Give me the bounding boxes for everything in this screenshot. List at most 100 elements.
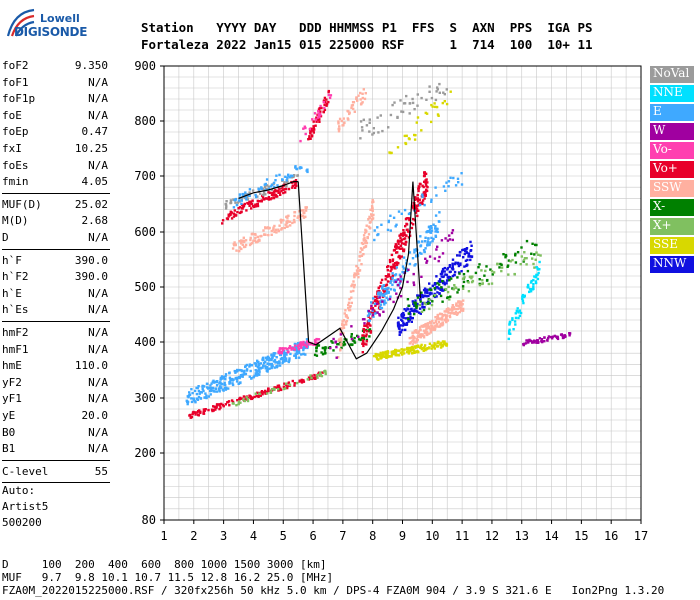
echo-point: [283, 360, 286, 363]
echo-point: [244, 239, 248, 242]
echo-point: [508, 322, 511, 325]
echo-point: [518, 309, 521, 312]
echo-point: [398, 254, 401, 258]
echo-point: [266, 362, 269, 365]
echo-point: [443, 281, 446, 284]
echo-point: [363, 322, 366, 325]
echo-point: [415, 305, 419, 308]
echo-point: [244, 365, 247, 369]
echo-point: [284, 191, 287, 194]
echo-point: [304, 353, 307, 356]
y-tick-label: 900: [134, 59, 156, 73]
echo-point: [466, 269, 470, 273]
echo-point: [273, 358, 277, 362]
echo-point: [256, 204, 260, 208]
echo-point: [418, 182, 422, 186]
echo-point: [281, 361, 284, 365]
echo-point: [402, 256, 406, 259]
echo-point: [528, 290, 531, 294]
echo-point: [445, 320, 448, 324]
echo-point: [456, 254, 459, 257]
profile-trace: [297, 181, 421, 360]
echo-point: [399, 277, 403, 281]
echo-point: [438, 278, 442, 281]
echo-point: [243, 399, 246, 403]
echo-point: [421, 324, 425, 327]
echo-point: [421, 184, 424, 187]
echo-point: [417, 198, 420, 202]
echo-point: [380, 306, 384, 310]
echo-point: [421, 306, 425, 309]
echo-point: [267, 363, 271, 366]
echo-point: [386, 289, 389, 293]
echo-point: [224, 388, 228, 391]
echo-point: [339, 348, 342, 351]
echo-point: [385, 287, 388, 290]
echo-point: [385, 355, 389, 359]
echo-point: [443, 340, 446, 343]
echo-point: [430, 288, 433, 292]
echo-point: [395, 261, 398, 264]
echo-point: [283, 355, 286, 358]
echo-point: [448, 238, 452, 241]
echo-point: [190, 397, 193, 400]
echo-point: [328, 96, 332, 100]
echo-point: [431, 105, 434, 108]
echo-point: [532, 283, 535, 286]
param-row: M(D) 2.68: [2, 213, 108, 229]
echo-point: [403, 237, 407, 240]
echo-point: [365, 241, 368, 245]
echo-point: [299, 353, 303, 356]
echo-point: [413, 312, 416, 316]
x-tick-label: 12: [485, 529, 499, 543]
echo-point: [414, 211, 418, 214]
echo-point: [440, 312, 443, 316]
echo-point: [529, 339, 532, 343]
echo-point: [397, 349, 400, 352]
echo-point: [379, 285, 382, 288]
echo-point: [379, 307, 382, 310]
echo-point: [338, 117, 342, 121]
echo-point: [273, 354, 276, 357]
echo-point: [394, 350, 398, 353]
echo-point: [271, 191, 274, 195]
echo-point: [377, 131, 380, 134]
echo-point: [460, 304, 463, 307]
echo-point: [511, 258, 514, 262]
echo-point: [556, 337, 560, 341]
echo-point: [445, 314, 449, 317]
echo-point: [389, 269, 392, 273]
echo-point: [402, 232, 405, 235]
echo-point: [267, 191, 270, 194]
echo-point: [410, 346, 413, 350]
echo-point: [431, 319, 434, 323]
echo-point: [324, 101, 327, 104]
echo-point: [534, 275, 537, 279]
echo-point: [394, 273, 398, 276]
echo-point: [319, 110, 322, 113]
echo-point: [369, 317, 372, 320]
echo-point: [339, 337, 342, 340]
param-row: hmF1 N/A: [2, 342, 108, 358]
echo-point: [360, 263, 363, 266]
echo-point: [437, 259, 440, 263]
echo-point: [415, 121, 418, 124]
y-tick-label: 500: [134, 280, 156, 294]
echo-point: [294, 186, 297, 189]
echo-point: [537, 271, 540, 275]
echo-point: [254, 363, 258, 366]
echo-point: [282, 191, 285, 195]
echo-point: [428, 293, 432, 296]
echo-point: [399, 236, 402, 240]
echo-point: [397, 210, 401, 213]
echo-point: [402, 267, 406, 270]
echo-point: [295, 167, 299, 171]
echo-point: [340, 342, 343, 345]
echo-point: [351, 283, 354, 286]
echo-point: [385, 296, 388, 299]
echo-point: [521, 295, 524, 298]
echo-point: [447, 185, 450, 188]
echo-point: [264, 360, 267, 364]
digisonde-logo: Lowell DIGISONDE: [2, 4, 112, 46]
echo-point: [409, 308, 412, 311]
